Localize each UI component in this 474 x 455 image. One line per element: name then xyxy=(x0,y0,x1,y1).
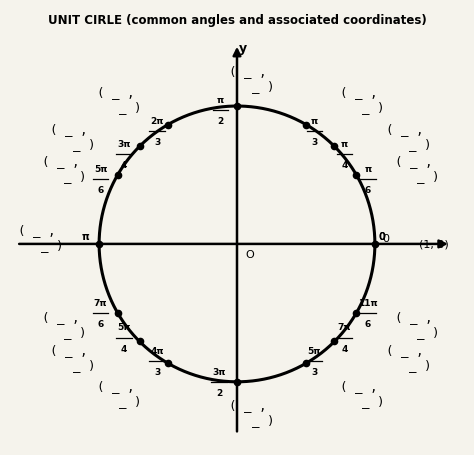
Text: 2: 2 xyxy=(216,388,222,397)
Text: 2: 2 xyxy=(217,117,224,126)
Text: 0: 0 xyxy=(378,231,385,241)
Text: (1, 0): (1, 0) xyxy=(419,239,449,249)
Text: ( _ ,: ( _ , xyxy=(42,155,79,167)
Text: _ ): _ ) xyxy=(43,358,95,371)
Text: ( _ ,: ( _ , xyxy=(339,379,377,392)
Text: y: y xyxy=(238,41,246,55)
Text: 4: 4 xyxy=(341,161,348,170)
Text: 6: 6 xyxy=(365,319,371,329)
Text: ( _ ,: ( _ , xyxy=(42,310,79,323)
Text: _ ): _ ) xyxy=(43,138,95,151)
Text: O: O xyxy=(245,250,254,260)
Text: 11π: 11π xyxy=(358,298,378,307)
Text: 0: 0 xyxy=(378,231,385,241)
Text: 3: 3 xyxy=(154,368,160,376)
Text: ( _ ,: ( _ , xyxy=(97,379,135,392)
Text: 6: 6 xyxy=(365,186,371,195)
Text: _ ): _ ) xyxy=(222,81,274,93)
Text: 6: 6 xyxy=(97,319,104,329)
Text: 0: 0 xyxy=(383,234,390,244)
Text: ( _ ,: ( _ , xyxy=(395,155,432,167)
Text: _ ): _ ) xyxy=(379,138,431,151)
Text: 7π: 7π xyxy=(338,323,351,332)
Text: 3π: 3π xyxy=(212,367,226,376)
Text: 3: 3 xyxy=(311,138,318,147)
Text: _ ): _ ) xyxy=(332,394,384,407)
Text: π: π xyxy=(365,165,372,173)
Text: 3π: 3π xyxy=(117,140,131,149)
Text: π: π xyxy=(341,140,348,149)
Text: 4: 4 xyxy=(121,161,127,170)
Text: 4π: 4π xyxy=(150,346,164,355)
Text: ( _ ,: ( _ , xyxy=(18,223,56,237)
Text: _ ): _ ) xyxy=(387,325,440,338)
Text: π: π xyxy=(217,96,224,105)
Text: _ ): _ ) xyxy=(387,170,440,183)
Text: ( _ ,: ( _ , xyxy=(50,123,88,136)
Text: ( _ ,: ( _ , xyxy=(386,343,424,356)
Text: _ ): _ ) xyxy=(332,101,384,114)
Text: ( _ ,: ( _ , xyxy=(229,398,267,411)
Text: ( _ ,: ( _ , xyxy=(97,86,135,99)
Text: _ ): _ ) xyxy=(90,394,142,407)
Text: π: π xyxy=(82,231,89,241)
Text: 2π: 2π xyxy=(150,116,164,126)
Text: 5π: 5π xyxy=(94,165,107,173)
Text: 4: 4 xyxy=(341,344,348,353)
Text: _ ): _ ) xyxy=(222,413,274,426)
Text: _ ): _ ) xyxy=(34,325,87,338)
Text: ( _ ,: ( _ , xyxy=(229,65,267,78)
Text: π: π xyxy=(310,116,318,126)
Text: 3: 3 xyxy=(311,368,318,376)
Text: 3: 3 xyxy=(154,138,160,147)
Text: 5π: 5π xyxy=(117,323,131,332)
Text: _ ): _ ) xyxy=(11,238,64,252)
Text: ( _ ,: ( _ , xyxy=(395,310,432,323)
Text: _ ): _ ) xyxy=(90,101,142,114)
Text: UNIT CIRLE (common angles and associated coordinates): UNIT CIRLE (common angles and associated… xyxy=(47,14,427,27)
Text: 6: 6 xyxy=(97,186,104,195)
Text: 5π: 5π xyxy=(308,346,321,355)
Text: _ ): _ ) xyxy=(34,170,87,183)
Text: 4: 4 xyxy=(121,344,127,353)
Text: ( _ ,: ( _ , xyxy=(50,343,88,356)
Text: ( _ ,: ( _ , xyxy=(386,123,424,136)
Text: _ ): _ ) xyxy=(379,358,431,371)
Text: ( _ ,: ( _ , xyxy=(339,86,377,99)
Text: 7π: 7π xyxy=(94,298,107,307)
